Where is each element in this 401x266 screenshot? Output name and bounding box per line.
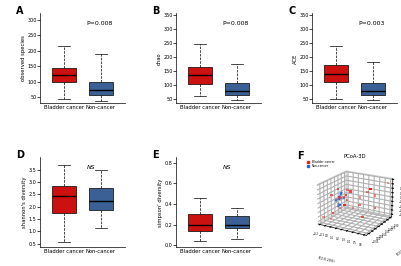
PathPatch shape xyxy=(89,82,113,95)
Text: P=0.008: P=0.008 xyxy=(87,20,113,26)
Y-axis label: ACE: ACE xyxy=(293,53,298,64)
PathPatch shape xyxy=(225,83,249,95)
Text: NS: NS xyxy=(223,165,231,169)
Text: B: B xyxy=(152,6,160,16)
Legend: Bladder cancer, Non-cancer: Bladder cancer, Non-cancer xyxy=(307,160,334,168)
Title: PCoA-3D: PCoA-3D xyxy=(343,155,366,160)
Y-axis label: shannon's diversity: shannon's diversity xyxy=(22,177,28,228)
Text: P=0.008: P=0.008 xyxy=(223,20,249,26)
Text: E: E xyxy=(152,150,159,160)
PathPatch shape xyxy=(188,67,212,84)
Text: D: D xyxy=(16,150,24,160)
PathPatch shape xyxy=(324,65,348,82)
X-axis label: PC1(5.29%): PC1(5.29%) xyxy=(317,256,335,264)
Text: P=0.003: P=0.003 xyxy=(359,20,385,26)
PathPatch shape xyxy=(52,186,76,213)
Text: A: A xyxy=(16,6,24,16)
Text: C: C xyxy=(288,6,296,16)
PathPatch shape xyxy=(89,188,113,210)
PathPatch shape xyxy=(52,68,76,82)
Text: NS: NS xyxy=(87,165,95,169)
Y-axis label: chao: chao xyxy=(157,52,162,65)
Y-axis label: observed species: observed species xyxy=(21,35,26,81)
PathPatch shape xyxy=(188,214,212,231)
Text: F: F xyxy=(297,151,303,161)
Y-axis label: PC3(8.18%): PC3(8.18%) xyxy=(396,244,401,257)
Y-axis label: simpson’ diversity: simpson’ diversity xyxy=(158,178,164,227)
PathPatch shape xyxy=(225,216,249,228)
PathPatch shape xyxy=(361,83,385,95)
